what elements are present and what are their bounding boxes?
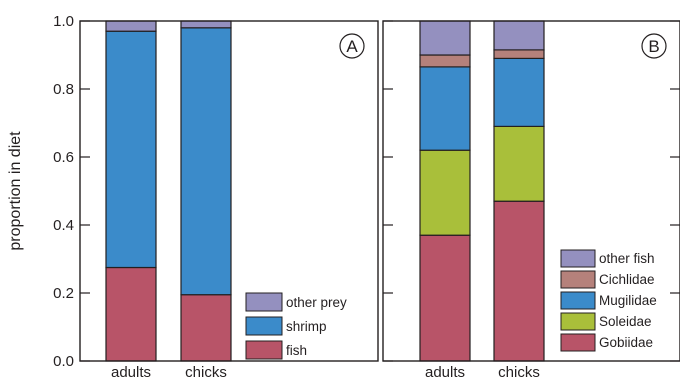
- y-tick-label-5: 1.0: [53, 13, 74, 30]
- bar-a-adults-other-prey: [105, 20, 157, 32]
- legend-swatch-b-soleidae: [560, 312, 596, 331]
- legend-label-a-fish: fish: [286, 343, 307, 358]
- legend-swatch-b-other-fish: [560, 249, 596, 268]
- legend-label-a-shrimp: shrimp: [286, 319, 327, 334]
- bar-b-adults-other-fish: [419, 20, 471, 56]
- x-tick-label-b-adults: adults: [425, 364, 465, 381]
- panel-badge-a: [339, 33, 365, 59]
- panel-a: adults chicks 0.0 0.2 0.4 0.6 0.8 1.0 proportion…: [7, 13, 379, 381]
- legend-label-b-other-fish: other fish: [599, 251, 655, 266]
- plot-frame-b: [382, 20, 680, 362]
- bar-a-adults-fish: [105, 266, 157, 362]
- legend-swatch-a-other-prey: [245, 292, 283, 312]
- legend-swatch-b-cichlidae: [560, 270, 596, 289]
- bar-b-adults-gobiidae: [419, 234, 471, 362]
- legend-label-b-soleidae: Soleidae: [599, 314, 652, 329]
- legend-swatch-a-shrimp: [245, 316, 283, 336]
- y-tick-label-2: 0.4: [53, 217, 74, 234]
- bar-a-chicks-shrimp: [180, 27, 232, 296]
- y-axis-label: proportion in diet: [7, 131, 24, 251]
- panel-badge-b: [641, 33, 667, 59]
- legend-swatch-a-fish: [245, 340, 283, 360]
- x-tick-label-b-chicks: chicks: [498, 364, 540, 381]
- panel-letter-a: A: [346, 37, 358, 56]
- x-tick-label-a-chicks: chicks: [185, 364, 227, 381]
- y-tick-label-4: 0.8: [53, 81, 74, 98]
- bar-b-adults-mugilidae: [419, 66, 471, 151]
- bar-b-chicks-mugilidae: [493, 57, 545, 128]
- panel-b: adults chicks B Gobiidae Soleidae Mugilidae Ci…: [382, 20, 680, 381]
- y-tick-label-3: 0.6: [53, 149, 74, 166]
- bar-b-chicks-cichlidae: [493, 49, 545, 60]
- legend-label-b-mugilidae: Mugilidae: [599, 293, 657, 308]
- bar-b-chicks-soleidae: [493, 125, 545, 202]
- legend-label-a-other-prey: other prey: [286, 295, 347, 310]
- y-tick-label-1: 0.2: [53, 285, 74, 302]
- legend-swatch-b-mugilidae: [560, 291, 596, 310]
- bar-a-chicks-fish: [180, 294, 232, 362]
- bar-b-adults-soleidae: [419, 149, 471, 236]
- legend-label-b-gobiidae: Gobiidae: [599, 335, 653, 350]
- bar-b-adults-cichlidae: [419, 54, 471, 68]
- bar-a-chicks-other-prey: [180, 20, 232, 29]
- bar-b-chicks-other-fish: [493, 20, 545, 51]
- x-tick-label-a-adults: adults: [111, 364, 151, 381]
- y-tick-label-0: 0.0: [53, 353, 74, 370]
- legend-swatch-b-gobiidae: [560, 333, 596, 352]
- legend-label-b-cichlidae: Cichlidae: [599, 272, 655, 287]
- bar-a-adults-shrimp: [105, 30, 157, 269]
- bar-b-chicks-gobiidae: [493, 200, 545, 362]
- panel-letter-b: B: [648, 37, 659, 56]
- plot-frame-a: [79, 20, 379, 362]
